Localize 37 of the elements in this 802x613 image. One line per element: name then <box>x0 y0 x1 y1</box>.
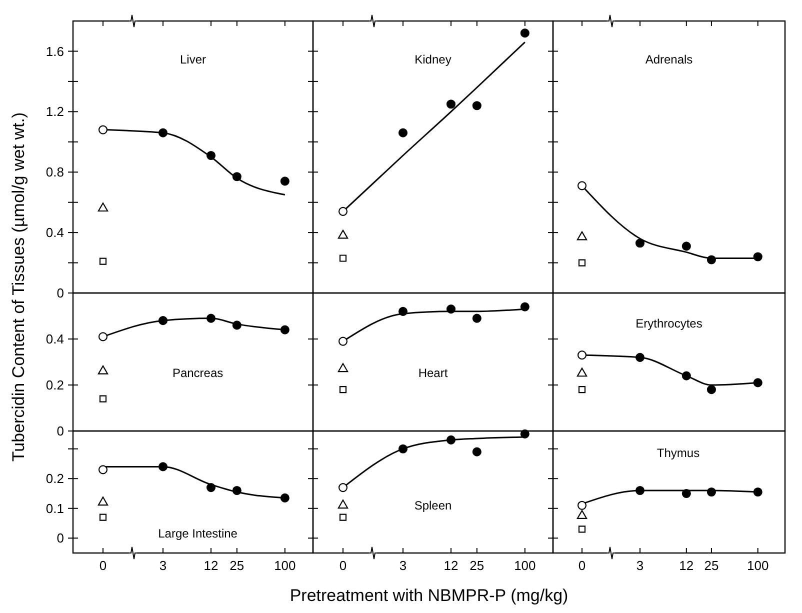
y-tick-label: 0.1 <box>46 500 64 516</box>
text: Thymus <box>656 446 700 460</box>
y-tick-label: 0 <box>56 424 64 439</box>
y-tick-label: 0.2 <box>46 378 64 393</box>
y-tick-label: 0.8 <box>46 164 64 180</box>
x-tick-label: 3 <box>399 558 407 573</box>
text: Adrenals <box>645 52 693 66</box>
y-tick-label: 0.4 <box>46 332 64 347</box>
x-tick-label: 12 <box>444 558 458 573</box>
x-tick-label: 0 <box>99 558 107 573</box>
y-tick-label: 1.2 <box>46 104 64 120</box>
x-tick-label: 25 <box>470 558 484 573</box>
x-tick-label: 25 <box>230 558 244 573</box>
x-tick-label: 3 <box>636 558 644 573</box>
y-axis-title: Tubercidin Content of Tissues (µmol/g wet wt.) <box>9 112 28 462</box>
text: Erythrocytes <box>636 316 702 331</box>
text: Heart <box>418 366 448 380</box>
x-tick-label: 0 <box>339 558 347 573</box>
x-tick-label: 12 <box>679 558 694 573</box>
y-tick-label: 0.4 <box>46 225 64 240</box>
text: Liver <box>180 52 206 66</box>
x-tick-label: 100 <box>514 558 536 573</box>
x-tick-label: 0 <box>578 558 586 573</box>
y-tick-label: 0.2 <box>46 471 64 486</box>
text: Pancreas <box>172 366 224 380</box>
text: Spleen <box>414 498 452 513</box>
x-tick-label: 3 <box>159 558 167 573</box>
x-tick-label: 100 <box>274 558 296 573</box>
y-tick-label: 1.6 <box>46 44 64 59</box>
x-tick-label: 12 <box>204 558 218 573</box>
y-tick-label: 0 <box>56 286 64 301</box>
text: Large Intestine <box>158 526 238 541</box>
x-axis-title: Pretreatment with NBMPR-P (mg/kg) <box>290 586 568 605</box>
text: Kidney <box>414 52 452 66</box>
y-tick-label: 0 <box>56 530 64 546</box>
x-tick-label: 100 <box>747 558 769 573</box>
x-tick-label: 25 <box>704 558 719 573</box>
